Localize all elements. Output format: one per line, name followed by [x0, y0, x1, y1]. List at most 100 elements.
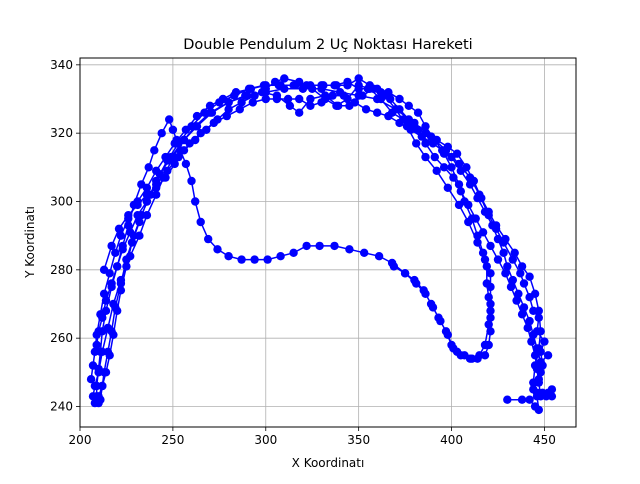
data-point — [224, 252, 233, 261]
data-point — [276, 81, 285, 90]
y-axis-label: Y Koordinatı — [23, 206, 37, 279]
data-point — [506, 282, 516, 292]
x-tick-label: 400 — [440, 433, 463, 447]
data-point — [358, 91, 367, 100]
data-point — [107, 241, 116, 251]
data-point — [413, 108, 423, 117]
data-point — [503, 262, 512, 271]
data-point — [493, 234, 503, 244]
data-point — [478, 228, 488, 237]
data-point — [150, 146, 159, 155]
data-point — [135, 217, 144, 227]
data-point — [118, 245, 127, 254]
x-tick-label: 300 — [254, 433, 277, 447]
data-point — [532, 344, 542, 353]
data-point — [196, 129, 205, 138]
data-point — [181, 125, 191, 134]
data-point — [105, 351, 114, 360]
data-point — [530, 351, 540, 360]
data-point — [543, 351, 553, 360]
data-point — [280, 74, 289, 83]
data-point — [534, 378, 543, 387]
data-point — [473, 238, 482, 247]
y-tick-label: 300 — [50, 195, 73, 209]
data-point — [376, 94, 386, 104]
y-tick-label: 240 — [50, 400, 73, 414]
data-point — [493, 255, 503, 264]
data-series — [86, 74, 557, 415]
data-point — [443, 183, 452, 192]
data-point — [306, 94, 315, 104]
data-point — [94, 327, 103, 336]
data-point — [484, 320, 493, 329]
data-point — [263, 255, 272, 264]
data-point — [237, 98, 246, 107]
data-point — [406, 125, 415, 134]
data-point — [237, 255, 246, 264]
data-point — [289, 248, 298, 257]
data-point — [527, 337, 536, 346]
data-point — [486, 327, 495, 336]
data-point — [207, 108, 217, 117]
data-point — [421, 122, 430, 131]
data-point — [503, 395, 512, 404]
data-point — [421, 139, 430, 148]
data-point — [330, 241, 339, 251]
data-point — [170, 159, 179, 169]
y-tick-label: 280 — [50, 263, 73, 277]
data-point — [127, 238, 137, 247]
data-point — [395, 94, 404, 104]
data-point — [475, 351, 484, 360]
data-point — [152, 166, 161, 175]
data-point — [261, 81, 270, 90]
data-point — [204, 234, 213, 244]
data-point — [486, 269, 495, 278]
data-point — [547, 392, 557, 401]
data-point — [306, 81, 315, 90]
data-point — [315, 241, 324, 251]
data-point — [354, 81, 363, 90]
data-point — [449, 173, 458, 182]
data-point — [181, 159, 191, 169]
data-point — [339, 91, 348, 100]
data-point — [447, 340, 456, 350]
data-point — [187, 176, 196, 186]
x-tick-label: 250 — [161, 433, 184, 447]
data-point — [205, 101, 215, 111]
data-point — [196, 217, 205, 227]
data-point — [191, 197, 200, 206]
data-point — [413, 125, 423, 134]
data-point — [525, 272, 534, 281]
data-point — [122, 262, 131, 271]
data-point — [86, 375, 96, 384]
data-point — [432, 166, 441, 175]
data-point — [456, 187, 465, 196]
data-point — [122, 255, 131, 264]
data-point — [209, 118, 218, 128]
data-point — [454, 180, 464, 189]
data-point — [142, 183, 152, 192]
data-point — [417, 132, 426, 141]
data-point — [480, 207, 490, 216]
data-point — [354, 74, 363, 83]
data-point — [306, 101, 315, 111]
data-point — [514, 289, 523, 298]
data-point — [467, 354, 477, 363]
data-point — [464, 200, 473, 210]
data-point — [510, 248, 519, 257]
data-point — [536, 327, 545, 336]
y-tick-label: 340 — [50, 58, 73, 72]
data-point — [439, 163, 449, 172]
data-point — [456, 166, 465, 175]
data-point — [525, 395, 534, 404]
data-point — [101, 368, 111, 377]
data-point — [302, 241, 311, 251]
data-point — [376, 88, 386, 97]
plot-area-frame — [79, 57, 577, 428]
data-point — [434, 313, 443, 322]
data-point — [447, 152, 456, 162]
chart-title: Double Pendulum 2 Uç Noktası Hareketi — [183, 37, 472, 53]
data-point — [250, 255, 259, 264]
